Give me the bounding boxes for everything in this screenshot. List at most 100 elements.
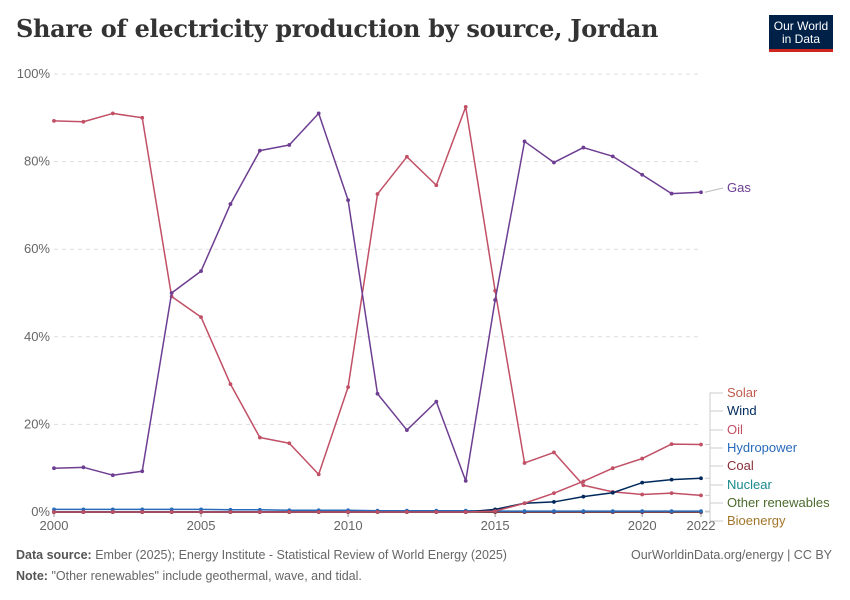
data-point <box>110 510 115 514</box>
data-point <box>405 428 409 432</box>
data-point <box>140 469 145 474</box>
y-tick-label: 40% <box>24 329 50 344</box>
data-point <box>610 509 615 514</box>
data-point <box>640 509 645 514</box>
data-point <box>199 315 203 319</box>
y-tick-label: 0% <box>31 504 50 519</box>
data-point <box>81 507 86 512</box>
data-point <box>81 119 86 124</box>
data-point <box>169 507 174 512</box>
data-point <box>199 507 203 512</box>
series-line-solar <box>54 443 702 513</box>
data-point <box>199 269 203 273</box>
data-point <box>493 298 498 302</box>
note-text: "Other renewables" include geothermal, w… <box>51 569 362 583</box>
data-point <box>257 148 262 153</box>
legend-connector <box>705 429 723 496</box>
data-point <box>581 483 586 488</box>
data-point <box>699 493 703 498</box>
legend-label-gas: Gas <box>727 180 751 195</box>
data-point <box>434 183 439 188</box>
data-point <box>228 510 233 514</box>
source-line: Data source: Ember (2025); Energy Instit… <box>16 548 507 562</box>
legend-connector <box>705 511 723 522</box>
data-point <box>287 510 292 514</box>
data-point <box>581 145 586 150</box>
data-point <box>581 479 586 484</box>
data-point <box>81 465 86 470</box>
data-point <box>552 491 556 496</box>
x-tick-label: 2005 <box>187 518 216 533</box>
legend-label-nuclear: Nuclear <box>727 477 772 492</box>
data-point <box>669 191 674 196</box>
data-point <box>375 192 380 196</box>
x-tick-label: 2020 <box>628 518 657 533</box>
data-point <box>552 160 556 165</box>
legend-label-solar: Solar <box>727 385 758 400</box>
y-tick-label: 100% <box>17 66 51 81</box>
data-point <box>316 472 321 477</box>
data-point <box>434 510 439 514</box>
data-point <box>522 501 527 506</box>
credit-link[interactable]: OurWorldinData.org/energy | CC BY <box>630 548 832 562</box>
data-point <box>640 492 645 497</box>
data-point <box>287 441 292 446</box>
data-point <box>140 507 145 512</box>
data-point <box>610 466 615 471</box>
data-point <box>110 473 115 478</box>
data-point <box>434 399 439 404</box>
data-point <box>463 104 468 109</box>
data-point <box>463 479 468 483</box>
series-line-oil <box>53 106 702 497</box>
data-point <box>52 510 56 514</box>
data-point <box>552 500 556 504</box>
data-point <box>522 139 527 144</box>
data-point <box>169 510 174 514</box>
data-point <box>669 509 674 514</box>
data-point <box>669 442 674 447</box>
data-point <box>463 510 468 514</box>
data-point <box>346 198 350 203</box>
data-point <box>552 450 556 455</box>
data-point <box>228 382 233 387</box>
data-point <box>52 466 56 471</box>
legend-label-hydropower: Hydropower <box>727 440 798 455</box>
x-tick-label: 2015 <box>481 518 510 533</box>
data-point <box>522 509 527 514</box>
legend-label-other-renewables: Other renewables <box>727 495 830 510</box>
y-tick-label: 60% <box>24 241 50 256</box>
data-point <box>581 509 586 514</box>
data-point <box>699 509 703 514</box>
data-point <box>375 510 380 514</box>
data-point <box>169 291 174 295</box>
data-point <box>610 490 615 495</box>
data-point <box>52 507 56 512</box>
source-text: Ember (2025); Energy Institute - Statist… <box>95 548 507 562</box>
legend-label-wind: Wind <box>727 403 757 418</box>
legend-connector <box>704 187 724 193</box>
data-point <box>257 435 262 440</box>
data-point <box>140 115 145 120</box>
data-point <box>140 510 145 514</box>
chart-title: Share of electricity production by sourc… <box>16 14 659 43</box>
x-tick-label: 2000 <box>40 518 69 533</box>
series-line-wind <box>54 477 702 513</box>
data-point <box>493 509 498 514</box>
data-point <box>346 385 350 390</box>
data-point <box>316 111 321 116</box>
data-point <box>257 510 262 514</box>
x-tick-label: 2010 <box>334 518 363 533</box>
data-point <box>699 190 703 195</box>
data-point <box>669 477 674 482</box>
source-label: Data source: <box>16 548 92 562</box>
data-point <box>610 154 615 159</box>
owid-logo[interactable]: Our World in Data <box>769 15 833 52</box>
legend-label-oil: Oil <box>727 422 743 437</box>
data-point <box>316 510 321 514</box>
data-point <box>52 118 56 123</box>
legend-label-bioenergy: Bioenergy <box>727 513 786 528</box>
data-point <box>287 143 292 147</box>
data-point <box>640 172 645 177</box>
data-point <box>699 476 703 481</box>
y-tick-label: 20% <box>24 416 50 431</box>
